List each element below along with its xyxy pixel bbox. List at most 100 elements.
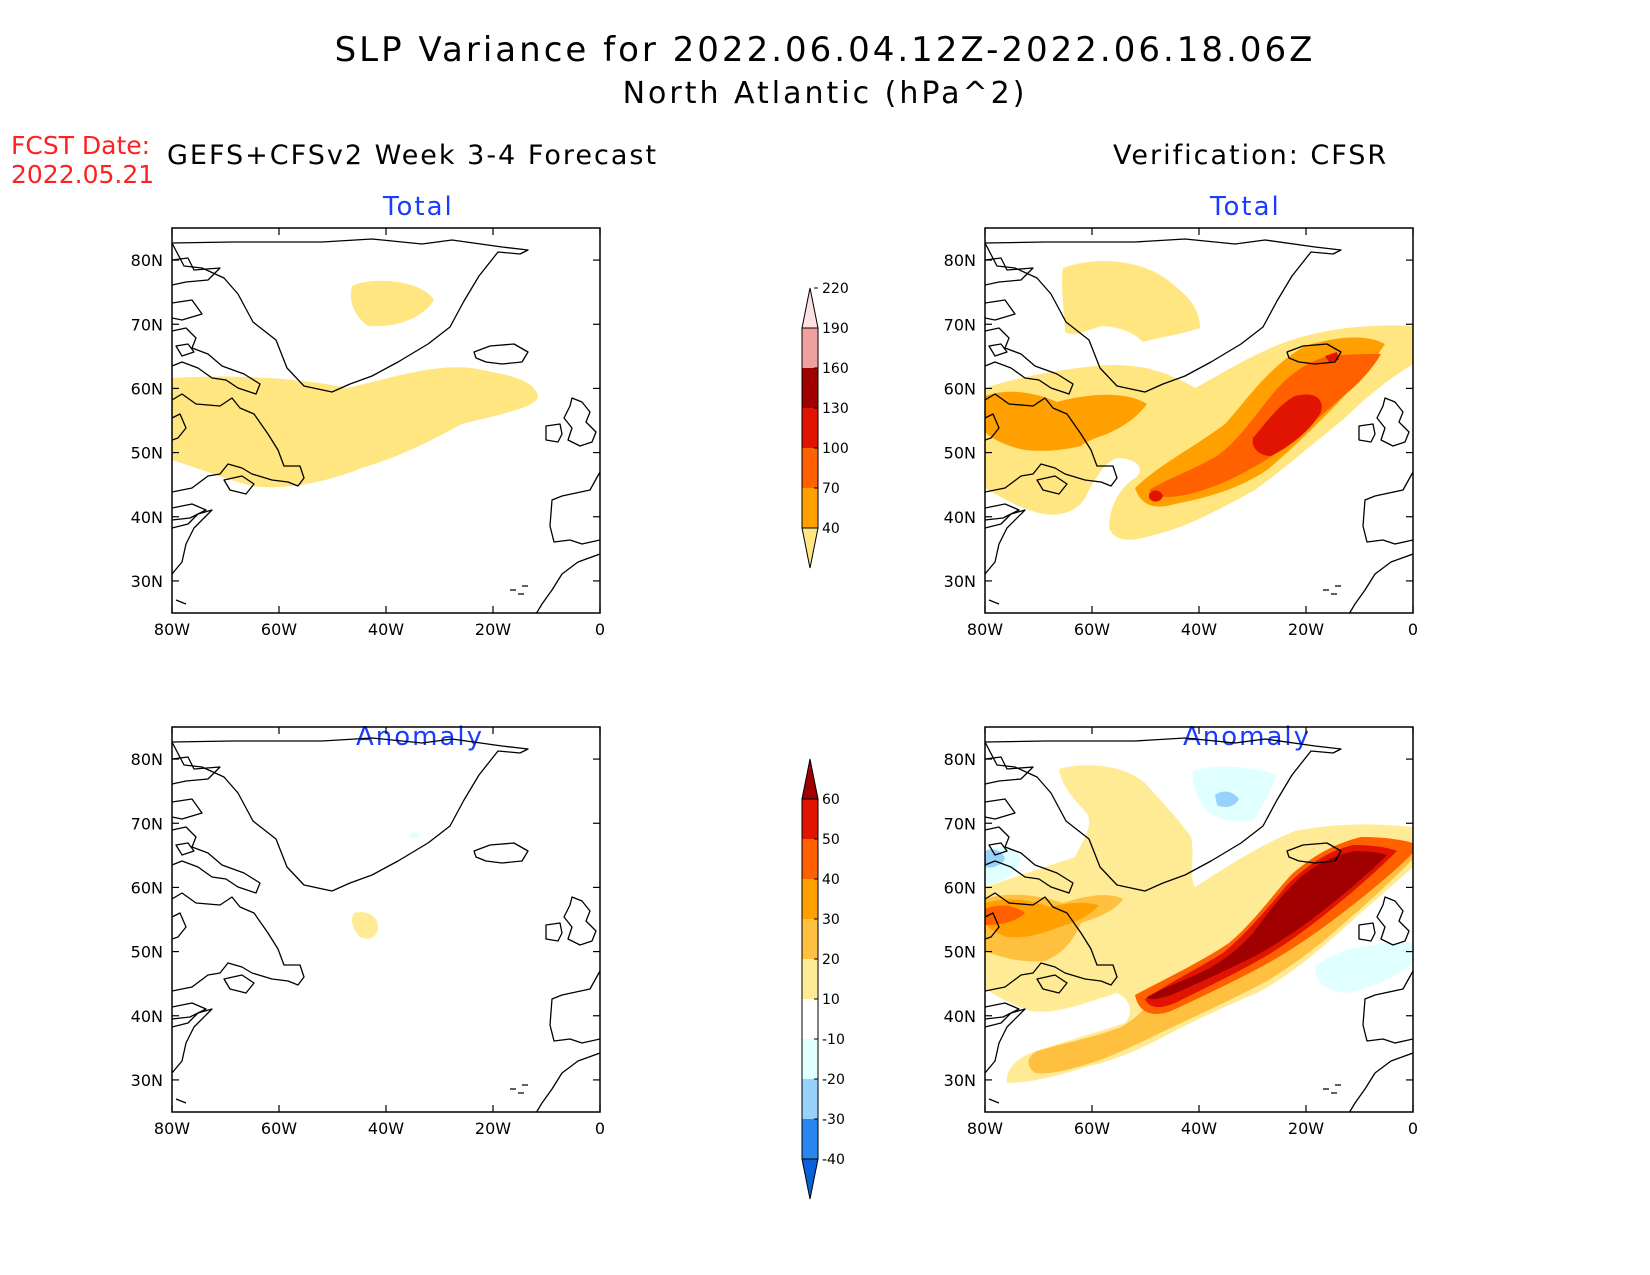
lat-tick-label: 60N (131, 379, 163, 398)
forecast-anomaly-coastline (172, 737, 600, 1112)
lat-tick-label: 80N (944, 251, 976, 270)
verification-anomaly-contour-fill (1147, 851, 1387, 1000)
lat-tick-label: 50N (131, 444, 163, 463)
forecast-anomaly-map: 80N 70N 60N 50N 40N 30N 80W 60W 40W 20W 0 (131, 726, 605, 1138)
total-colorbar-swatch (802, 448, 818, 488)
lat-tick-label: 40N (131, 1007, 163, 1026)
forecast-column-header: GEFS+CFSv2 Week 3-4 Forecast (167, 140, 659, 171)
verification-anomaly-contour-fill (1315, 942, 1413, 993)
verification-total-contour-fill (1252, 394, 1322, 456)
forecast-anomaly-contour-fill (352, 911, 378, 939)
total-colorbar-swatch (802, 368, 818, 408)
lat-tick-label: 40N (944, 508, 976, 527)
anomaly-colorbar: -40 -30 -20 -10 10 20 30 40 50 60 (801, 758, 845, 1200)
lon-tick-label: 0 (595, 1119, 605, 1138)
verification-total-contour-fill (985, 391, 1147, 451)
anomaly-colorbar-level-label: 10 (822, 992, 840, 1008)
forecast-anomaly-frame (171, 726, 601, 1113)
anomaly-colorbar-level-label: 40 (822, 872, 840, 888)
total-colorbar-swatch (802, 328, 818, 368)
lat-tick-label: 50N (944, 943, 976, 962)
lon-tick-label: 0 (1408, 1119, 1418, 1138)
lat-tick-label: 30N (131, 572, 163, 591)
verification-total-map: 80N 70N 60N 50N 40N 30N 80W 60W 40W 20W 0 (944, 227, 1418, 639)
lat-tick-label: 50N (131, 943, 163, 962)
lon-tick-label: 20W (1288, 1119, 1324, 1138)
verification-anomaly-shading-layer (985, 737, 1413, 1112)
lon-tick-label: 80W (154, 1119, 190, 1138)
anomaly-colorbar-swatch (802, 1039, 818, 1079)
lon-tick-label: 40W (368, 620, 404, 639)
total-colorbar-swatch (802, 408, 818, 448)
forecast-total-title: Total (383, 192, 454, 222)
verification-anomaly-contour-fill (1215, 791, 1239, 807)
lon-tick-label: 80W (967, 620, 1003, 639)
total-colorbar-level-label: 130 (822, 401, 849, 417)
anomaly-colorbar-swatch (802, 959, 818, 999)
total-colorbar-top-arrow (801, 287, 819, 329)
lat-tick-label: 70N (131, 814, 163, 833)
lon-tick-label: 40W (1181, 620, 1217, 639)
total-colorbar-level-label: 220 (822, 281, 849, 297)
lat-tick-label: 60N (944, 379, 976, 398)
forecast-total-shading-layer (172, 238, 600, 613)
lon-tick-label: 60W (261, 620, 297, 639)
forecast-anomaly-shading-layer (172, 737, 600, 1112)
lon-tick-label: 80W (967, 1119, 1003, 1138)
lon-tick-label: 60W (1074, 1119, 1110, 1138)
verification-anomaly-contour-fill (1192, 766, 1277, 822)
verification-anomaly-map: 80N 70N 60N 50N 40N 30N 80W 60W 40W 20W 0 (944, 726, 1418, 1138)
anomaly-colorbar-level-label: -40 (822, 1152, 845, 1168)
total-colorbar-level-label: 190 (822, 321, 849, 337)
anomaly-colorbar-swatch (802, 1119, 818, 1159)
plot-title-line1: SLP Variance for 2022.06.04.12Z-2022.06.… (334, 30, 1316, 70)
anomaly-colorbar-swatch (802, 879, 818, 919)
lat-tick-label: 70N (944, 814, 976, 833)
anomaly-colorbar-level-label: -30 (822, 1112, 845, 1128)
lon-tick-label: 60W (261, 1119, 297, 1138)
anomaly-colorbar-bottom-arrow (801, 1158, 819, 1200)
plot-title-line2: North Atlantic (hPa^2) (622, 76, 1028, 111)
forecast-anomaly-contour-fill (408, 831, 420, 839)
anomaly-colorbar-swatch (802, 839, 818, 879)
anomaly-colorbar-level-label: -10 (822, 1032, 845, 1048)
total-colorbar-bottom-arrow (801, 527, 819, 569)
lat-tick-label: 80N (944, 750, 976, 769)
anomaly-colorbar-level-label: 20 (822, 952, 840, 968)
lon-tick-label: 0 (1408, 620, 1418, 639)
lon-tick-label: 40W (1181, 1119, 1217, 1138)
verification-total-contour-fill (1149, 490, 1163, 502)
lat-tick-label: 40N (944, 1007, 976, 1026)
total-colorbar-level-label: 40 (822, 521, 840, 537)
verification-total-title: Total (1210, 192, 1281, 222)
lon-tick-label: 60W (1074, 620, 1110, 639)
total-colorbar-level-label: 160 (822, 361, 849, 377)
lat-tick-label: 30N (131, 1071, 163, 1090)
anomaly-colorbar-top-arrow (801, 758, 819, 800)
lon-tick-label: 20W (475, 1119, 511, 1138)
anomaly-colorbar-level-label: 60 (822, 792, 840, 808)
verification-total-shading-layer (985, 238, 1413, 613)
verification-column-header: Verification: CFSR (1113, 140, 1389, 171)
lat-tick-label: 80N (131, 251, 163, 270)
lat-tick-label: 40N (131, 508, 163, 527)
verification-total-contour-fill (1062, 261, 1200, 342)
anomaly-colorbar-level-label: -20 (822, 1072, 845, 1088)
total-colorbar-swatch (802, 488, 818, 528)
lat-tick-label: 60N (131, 878, 163, 897)
lon-tick-label: 40W (368, 1119, 404, 1138)
anomaly-colorbar-level-label: 50 (822, 832, 840, 848)
forecast-total-contour-fill (172, 367, 538, 488)
anomaly-colorbar-swatch (802, 1079, 818, 1119)
forecast-total-contour-fill (350, 280, 434, 327)
lat-tick-label: 70N (131, 315, 163, 334)
lon-tick-label: 20W (1288, 620, 1324, 639)
total-colorbar-level-label: 70 (822, 481, 840, 497)
lat-tick-label: 30N (944, 572, 976, 591)
anomaly-colorbar-swatch (802, 919, 818, 959)
lat-tick-label: 60N (944, 878, 976, 897)
fcst-date-value: 2022.05.21 (11, 160, 155, 189)
anomaly-colorbar-swatch (802, 999, 818, 1039)
lat-tick-label: 30N (944, 1071, 976, 1090)
